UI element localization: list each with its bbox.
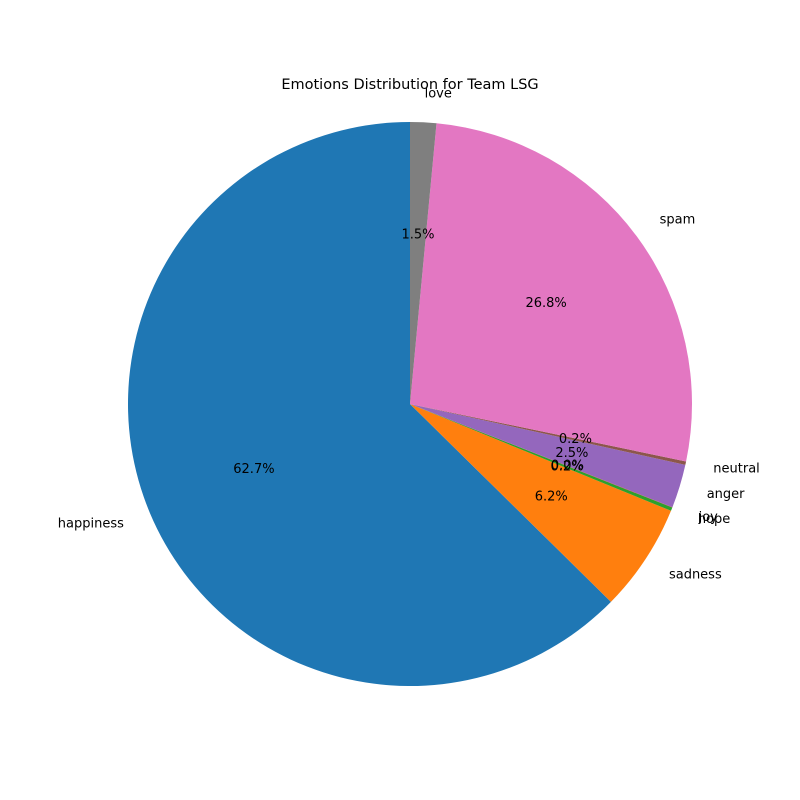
slice-label-hope: hope [698, 512, 730, 527]
slice-label-love: love [425, 87, 452, 102]
slice-label-spam: spam [660, 212, 696, 227]
pie-slice-spam [410, 123, 692, 462]
slice-percent-spam: 26.8% [525, 296, 566, 311]
pie-slice-love [410, 122, 437, 404]
slice-label-joy: joy [698, 510, 719, 525]
slice-label-happiness: happiness [58, 516, 124, 531]
slice-percent-happiness: 62.7% [233, 462, 274, 477]
slice-percent-sadness: 6.2% [535, 490, 568, 505]
slice-percent-neutral: 0.2% [559, 432, 592, 447]
slice-percent-love: 1.5% [401, 227, 434, 242]
slice-percent-joy: 0.0% [551, 459, 584, 474]
slice-label-anger: anger [707, 487, 745, 502]
pie-slices [127, 122, 692, 686]
chart-title: Emotions Distribution for Team LSG [281, 77, 538, 93]
pie-slice-neutral [410, 404, 687, 465]
pie-slice-anger [410, 404, 686, 508]
pie-labels: happiness 62.7% sadness 6.2% hope 0.2% joy 0.0%… [58, 87, 760, 583]
pie-slice-hope [410, 404, 673, 511]
slice-label-neutral: neutral [713, 462, 760, 477]
pie-slice-sadness [410, 404, 671, 602]
slice-percent-anger: 2.5% [555, 446, 588, 461]
slice-percent-hope: 0.2% [550, 460, 583, 475]
pie-slice-happiness [127, 122, 611, 686]
pie-slice-joy [410, 404, 673, 508]
slice-label-sadness: sadness [669, 567, 722, 582]
